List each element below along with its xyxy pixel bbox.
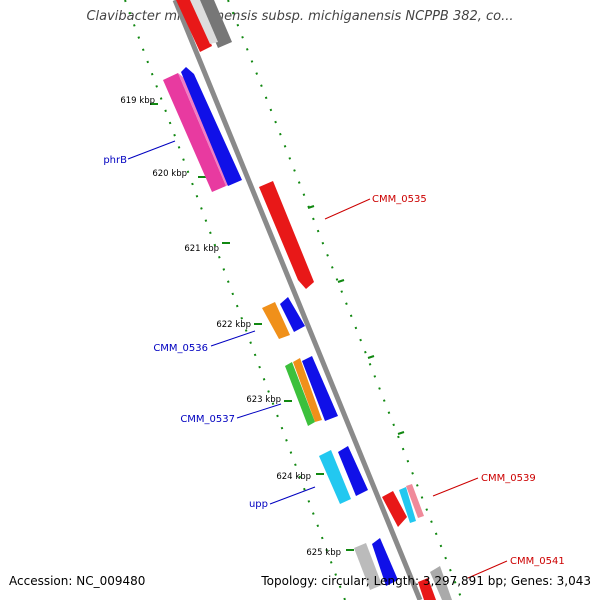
gene-label-CMM_0537[interactable]: CMM_0537 [180, 414, 235, 425]
gene-cyan-2[interactable] [399, 487, 416, 523]
tick-labels: 619 kbp 620 kbp 621 kbp 622 kbp 623 kbp … [120, 96, 341, 558]
top-genes[interactable] [176, 0, 232, 52]
gene-label-CMM_0536[interactable]: CMM_0536 [153, 343, 208, 354]
gene-blue-1[interactable] [181, 67, 242, 186]
callout-CMM_0535 [324, 198, 371, 220]
callout-CMM_0536 [210, 330, 256, 347]
gene-gray-1[interactable] [354, 543, 382, 590]
gene-red-CMM_0539[interactable] [382, 491, 407, 527]
topology-summary: Topology: circular; Length: 3,297,891 bp… [261, 574, 591, 588]
gene-gray-top[interactable] [198, 0, 232, 48]
gene-label-CMM_0535[interactable]: CMM_0535 [372, 194, 427, 205]
gene-labels[interactable]: phrB CMM_0535 CMM_0536 CMM_0537 CMM_0539… [103, 155, 564, 567]
gene-label-CMM_0539[interactable]: CMM_0539 [481, 473, 536, 484]
gene-label-upp[interactable]: upp [249, 499, 268, 510]
callout-phrB [127, 140, 176, 160]
outer-tick-3 [367, 355, 375, 359]
callout-CMM_0537 [236, 403, 282, 419]
callout-lines [127, 140, 508, 579]
gene-cyan-upp[interactable] [319, 450, 351, 504]
tick-marks [150, 103, 405, 551]
gene-gray-bottom[interactable] [430, 566, 452, 600]
gene-red-bottom[interactable] [418, 578, 436, 600]
gene-pink-phrB[interactable] [163, 73, 226, 192]
gene-blue-3[interactable] [302, 356, 338, 421]
tick-label-625: 625 kbp [306, 548, 341, 558]
gene-pink-2[interactable] [406, 484, 424, 518]
outer-tick-4 [397, 431, 405, 435]
gene-white-top[interactable] [190, 0, 218, 44]
gene-red-top[interactable] [176, 0, 212, 52]
gene-label-phrB[interactable]: phrB [103, 155, 127, 166]
accession-label: Accession: NC_009480 [9, 574, 146, 588]
inner-guide-right [227, 0, 463, 600]
gene-blue-4[interactable] [338, 446, 368, 496]
inner-guide-left [124, 0, 346, 600]
outer-tick-2 [337, 279, 345, 283]
tick-label-621: 621 kbp [184, 244, 219, 254]
tick-label-620: 620 kbp [152, 169, 187, 179]
gene-green-CMM_0537[interactable] [285, 362, 315, 426]
gene-label-CMM_0541[interactable]: CMM_0541 [510, 556, 565, 567]
tick-label-624: 624 kbp [276, 472, 311, 482]
gene-blue-5[interactable] [372, 538, 398, 586]
gene-orange-2[interactable] [293, 358, 322, 422]
callout-CMM_0539 [432, 477, 479, 497]
callout-upp [269, 486, 316, 505]
backbone [172, 0, 423, 600]
gene-orange-CMM_0536[interactable] [262, 302, 290, 339]
gene-red-CMM_0535[interactable] [259, 181, 314, 289]
callout-CMM_0541 [467, 560, 508, 579]
outer-tick-1 [307, 205, 315, 209]
tick-label-623: 623 kbp [246, 395, 281, 405]
tick-label-619: 619 kbp [120, 96, 155, 106]
tick-label-622: 622 kbp [216, 320, 251, 330]
gene-blue-2[interactable] [280, 297, 305, 332]
